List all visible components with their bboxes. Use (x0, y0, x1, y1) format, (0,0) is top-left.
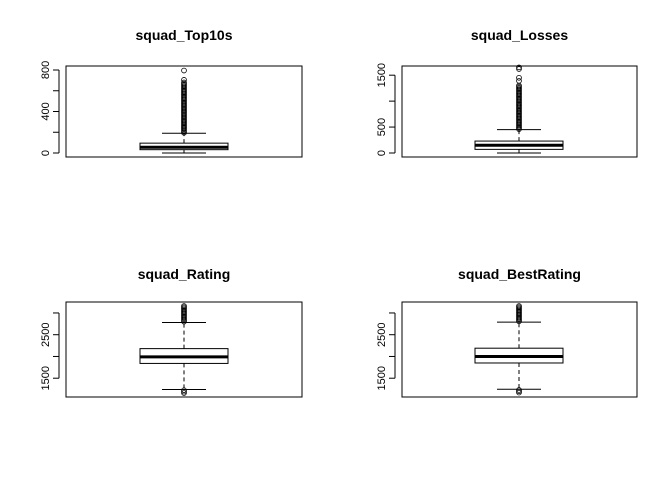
panel-title: squad_Rating (138, 266, 231, 282)
outlier-point (181, 303, 187, 309)
y-tick-label: 0 (40, 150, 52, 156)
panel-title: squad_BestRating (458, 266, 581, 282)
outlier-point (181, 77, 187, 83)
plot-frame (401, 301, 638, 398)
outlier-point (181, 387, 187, 393)
y-tick-label: 1500 (40, 366, 52, 390)
y-tick-label: 800 (40, 61, 52, 79)
panel-title: squad_Losses (471, 27, 568, 43)
y-tick-label: 400 (40, 102, 52, 120)
boxplot-panel-1: squad_Top10s 0 400 800 (40, 27, 303, 158)
outlier-point (516, 78, 522, 84)
outlier-point (516, 66, 522, 72)
plot-frame (401, 65, 638, 158)
y-tick-label: 2500 (376, 322, 388, 346)
y-tick-label: 0 (376, 150, 388, 156)
panel-title: squad_Top10s (136, 27, 233, 43)
y-tick-label: 500 (376, 118, 388, 136)
outlier-point (516, 74, 522, 81)
outlier-point (181, 67, 187, 74)
y-tick-label: 1500 (376, 63, 388, 87)
plot-frame (65, 65, 303, 158)
outlier-point (516, 64, 522, 71)
outlier-point (516, 303, 522, 309)
y-tick-label: 2500 (40, 322, 52, 346)
boxplot-panel-2: squad_Losses 0 500 1500 (376, 27, 638, 158)
plot-frame (65, 301, 303, 398)
boxplot-panel-3: squad_Rating 1500 2500 (40, 266, 303, 398)
boxplot-panel-4: squad_BestRating 1500 2500 (376, 266, 638, 398)
outlier-point (181, 79, 187, 86)
y-tick-label: 1500 (376, 366, 388, 390)
outlier-point (516, 387, 522, 393)
